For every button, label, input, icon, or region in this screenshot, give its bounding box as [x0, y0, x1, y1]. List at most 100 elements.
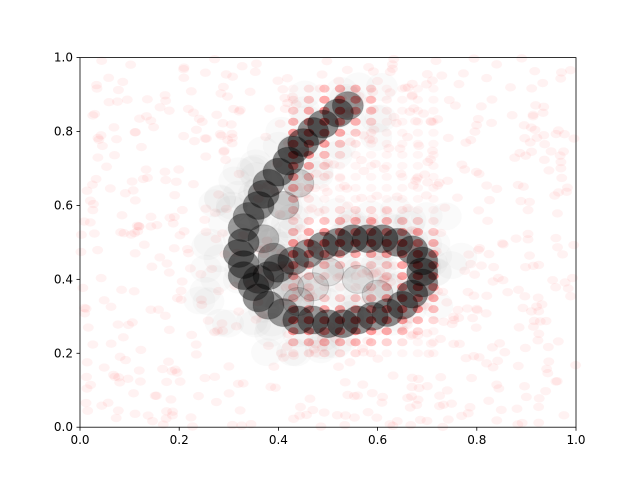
red-noise-point: [128, 389, 140, 398]
red-grid-point: [412, 228, 424, 237]
red-grid-point: [319, 338, 330, 347]
red-grid-point: [319, 172, 330, 181]
red-noise-point: [176, 205, 188, 215]
red-noise-point: [304, 394, 316, 403]
red-noise-point: [491, 380, 503, 389]
red-grid-point: [350, 194, 361, 203]
red-noise-point: [540, 316, 552, 326]
red-noise-point: [471, 304, 483, 314]
red-noise-point: [210, 397, 222, 407]
red-noise-point: [448, 312, 460, 322]
red-noise-point: [558, 147, 570, 156]
red-noise-point: [185, 87, 197, 96]
red-noise-point: [102, 398, 114, 407]
red-grid-point: [412, 139, 424, 148]
red-grid-point: [350, 95, 361, 104]
red-noise-point: [357, 348, 369, 357]
black-point: [341, 305, 374, 335]
red-noise-point: [112, 85, 124, 95]
red-grid-point: [350, 128, 361, 137]
red-noise-point: [333, 76, 345, 86]
red-noise-point: [401, 132, 413, 142]
red-noise-point: [262, 181, 274, 190]
red-noise-point: [522, 235, 534, 244]
red-grid-point: [288, 84, 299, 93]
red-noise-point: [502, 287, 514, 297]
red-grid-point: [350, 172, 361, 181]
red-noise-point: [469, 127, 481, 136]
red-noise-point: [120, 355, 132, 365]
red-grid-point: [381, 338, 392, 347]
red-noise-point: [550, 377, 562, 386]
x-tick-label: 0.2: [170, 433, 189, 447]
red-grid-point: [397, 117, 408, 126]
black-point: [381, 227, 414, 257]
red-grid-point: [288, 161, 299, 170]
black-point: [267, 298, 300, 328]
red-noise-point: [289, 262, 301, 272]
red-grid-point: [381, 139, 392, 148]
red-noise-point: [129, 249, 141, 258]
red-noise-point: [126, 177, 138, 186]
red-noise-point: [484, 195, 496, 205]
red-grid-point: [303, 228, 315, 237]
red-grid-point: [381, 95, 392, 104]
red-grid-point: [428, 294, 439, 303]
red-noise-point: [357, 380, 369, 389]
red-noise-point: [437, 400, 449, 410]
red-grid-point: [365, 250, 377, 259]
red-noise-point: [278, 297, 290, 306]
red-noise-point: [496, 239, 508, 248]
red-grid-point: [334, 272, 346, 281]
red-noise-point: [514, 148, 526, 158]
red-noise-point: [185, 413, 197, 422]
red-grid-point: [365, 194, 377, 203]
red-noise-point: [533, 402, 545, 412]
red-noise-point: [341, 184, 353, 193]
red-grid-point: [334, 305, 346, 314]
red-grid-point: [428, 272, 439, 281]
red-grid-point: [319, 294, 330, 303]
red-noise-point: [355, 155, 367, 165]
red-grid-point: [412, 272, 424, 281]
red-noise-point: [536, 300, 548, 309]
red-noise-point: [405, 420, 417, 430]
red-noise-point: [513, 323, 525, 332]
red-grid-point: [303, 261, 315, 270]
red-grid-point: [365, 128, 377, 137]
red-grid-point: [303, 305, 315, 314]
red-noise-point: [284, 265, 296, 274]
red-noise-point: [551, 377, 563, 386]
red-grid-point: [319, 305, 330, 314]
black-point: [282, 168, 315, 198]
red-grid-point: [381, 205, 392, 214]
red-grid-point: [397, 261, 408, 270]
red-noise-point: [390, 245, 402, 254]
red-grid-point: [350, 316, 361, 325]
red-grid-point: [334, 250, 346, 259]
red-noise-point: [451, 193, 463, 202]
red-noise-point: [374, 267, 386, 276]
red-noise-point: [516, 54, 528, 63]
red-grid-point: [350, 139, 361, 148]
red-noise-point: [442, 176, 454, 186]
red-noise-point: [222, 92, 234, 101]
red-noise-point: [372, 354, 384, 363]
red-noise-point: [192, 391, 204, 401]
red-grid-point: [303, 128, 315, 137]
red-noise-point: [84, 218, 96, 227]
red-grid-point: [365, 161, 377, 170]
red-noise-point: [210, 234, 222, 244]
red-noise-point: [442, 133, 454, 143]
red-grid-point: [412, 194, 424, 203]
red-noise-point: [114, 378, 126, 387]
red-noise-point: [220, 204, 232, 214]
red-noise-point: [219, 250, 231, 259]
red-noise-point: [550, 283, 562, 292]
red-noise-point: [322, 158, 334, 168]
red-noise-point: [486, 343, 498, 352]
red-noise-point: [483, 249, 495, 259]
red-noise-point: [533, 329, 545, 339]
black-point: [277, 246, 310, 276]
